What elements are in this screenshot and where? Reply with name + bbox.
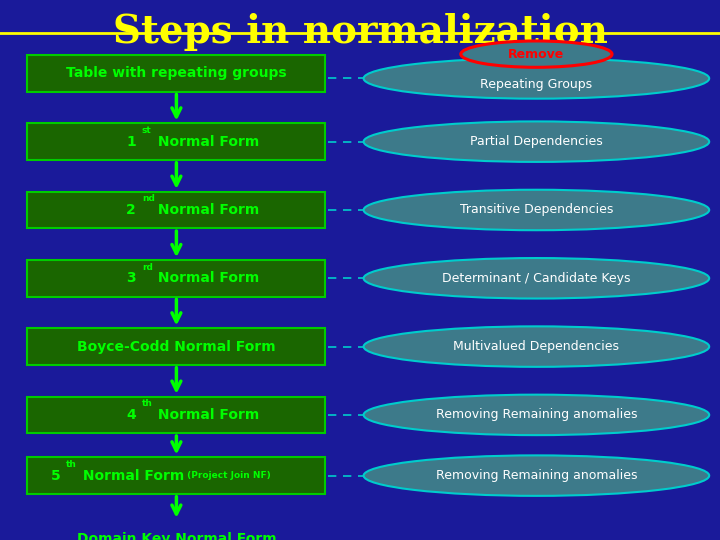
- Text: th: th: [142, 399, 153, 408]
- Text: Normal Form: Normal Form: [153, 203, 260, 217]
- Text: Steps in normalization: Steps in normalization: [112, 12, 608, 51]
- FancyBboxPatch shape: [27, 328, 325, 365]
- Text: Normal Form: Normal Form: [153, 134, 260, 149]
- Ellipse shape: [364, 326, 709, 367]
- Text: Normal Form: Normal Form: [153, 271, 260, 285]
- Text: Normal Form: Normal Form: [153, 408, 260, 422]
- FancyBboxPatch shape: [27, 260, 325, 296]
- Text: Repeating Groups: Repeating Groups: [480, 78, 593, 91]
- Text: rd: rd: [142, 262, 153, 272]
- FancyBboxPatch shape: [27, 397, 325, 433]
- Ellipse shape: [364, 395, 709, 435]
- Text: 4: 4: [126, 408, 136, 422]
- Ellipse shape: [364, 58, 709, 99]
- Text: Domain Key Normal Form: Domain Key Normal Form: [76, 532, 276, 540]
- Text: 3: 3: [126, 271, 135, 285]
- Text: Boyce-Codd Normal Form: Boyce-Codd Normal Form: [77, 340, 276, 354]
- Text: 2: 2: [126, 203, 136, 217]
- Text: Partial Dependencies: Partial Dependencies: [470, 135, 603, 148]
- Ellipse shape: [364, 455, 709, 496]
- Text: Normal Form: Normal Form: [78, 469, 184, 483]
- Text: Transitive Dependencies: Transitive Dependencies: [459, 204, 613, 217]
- Ellipse shape: [364, 258, 709, 299]
- Text: Table with repeating groups: Table with repeating groups: [66, 66, 287, 80]
- Ellipse shape: [364, 190, 709, 230]
- Text: Determinant / Candidate Keys: Determinant / Candidate Keys: [442, 272, 631, 285]
- Text: 1: 1: [126, 134, 136, 149]
- FancyBboxPatch shape: [27, 55, 325, 92]
- FancyBboxPatch shape: [27, 457, 325, 494]
- FancyBboxPatch shape: [27, 521, 325, 540]
- Text: Removing Remaining anomalies: Removing Remaining anomalies: [436, 469, 637, 482]
- Ellipse shape: [364, 122, 709, 162]
- FancyBboxPatch shape: [27, 192, 325, 228]
- Text: Multivalued Dependencies: Multivalued Dependencies: [454, 340, 619, 353]
- Text: (Project Join NF): (Project Join NF): [184, 471, 271, 480]
- Ellipse shape: [461, 41, 612, 68]
- Text: 5: 5: [50, 469, 60, 483]
- Text: st: st: [142, 126, 152, 135]
- Text: Removing Remaining anomalies: Removing Remaining anomalies: [436, 408, 637, 421]
- FancyBboxPatch shape: [27, 124, 325, 160]
- Text: Remove: Remove: [508, 48, 564, 60]
- Text: nd: nd: [142, 194, 155, 204]
- Text: th: th: [66, 460, 77, 469]
